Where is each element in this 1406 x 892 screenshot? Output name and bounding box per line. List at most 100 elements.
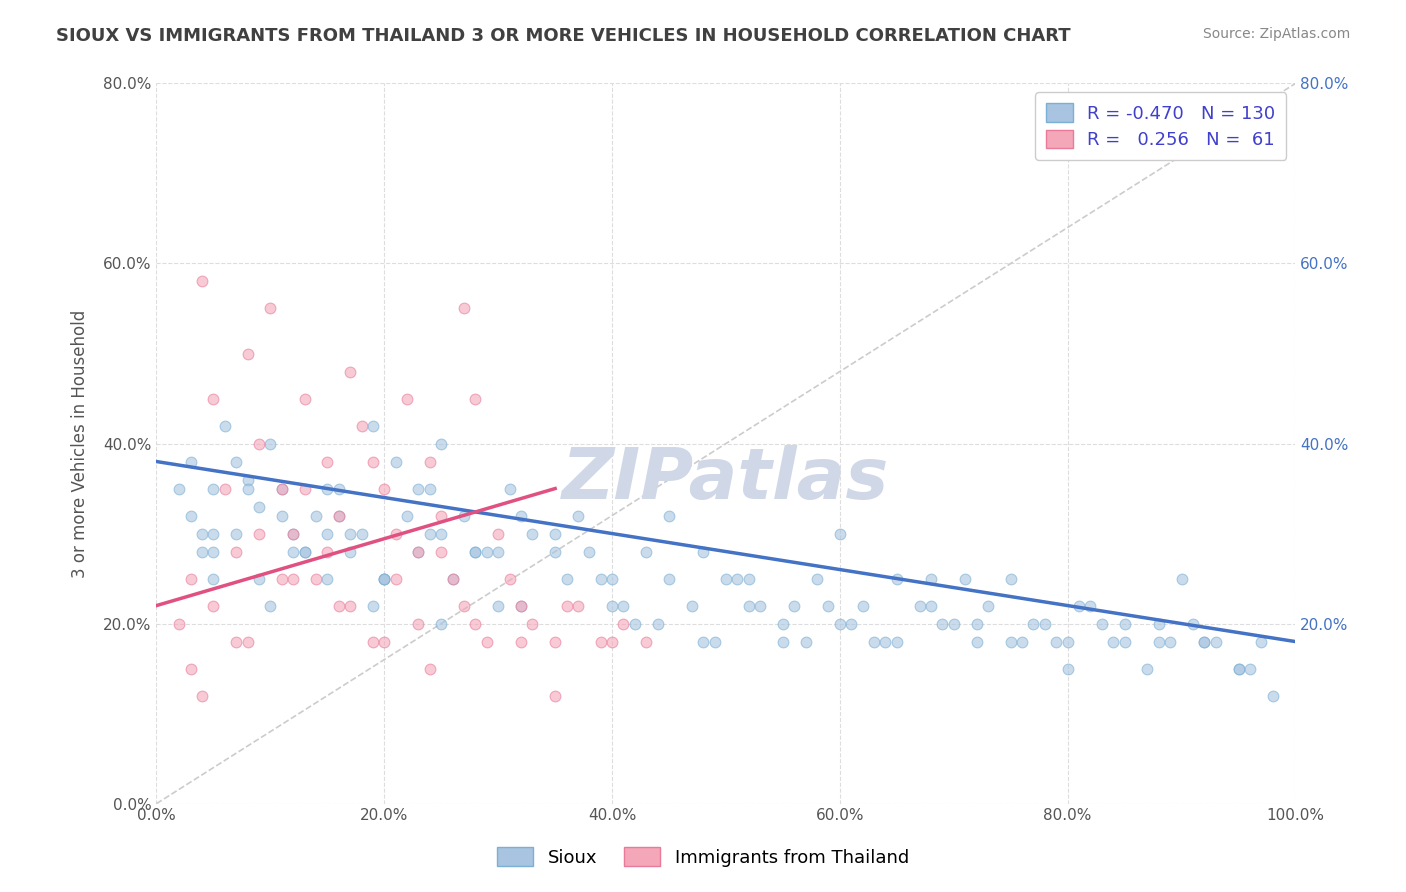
Sioux — [817, 599, 839, 613]
Sioux — [1181, 616, 1204, 631]
Sioux — [1147, 634, 1170, 648]
Sioux — [396, 508, 419, 523]
Immigrants from Thailand — [180, 662, 202, 676]
Sioux — [373, 572, 395, 586]
Sioux — [247, 500, 270, 514]
Sioux — [373, 572, 395, 586]
Sioux — [202, 526, 225, 541]
Immigrants from Thailand — [339, 364, 361, 378]
Sioux — [738, 599, 761, 613]
Immigrants from Thailand — [283, 572, 305, 586]
Sioux — [1080, 599, 1102, 613]
Immigrants from Thailand — [294, 482, 316, 496]
Sioux — [1227, 662, 1250, 676]
Sioux — [169, 482, 191, 496]
Immigrants from Thailand — [225, 544, 247, 558]
Sioux — [328, 482, 350, 496]
Sioux — [839, 616, 862, 631]
Immigrants from Thailand — [430, 544, 453, 558]
Immigrants from Thailand — [350, 418, 373, 433]
Sioux — [544, 544, 567, 558]
Sioux — [202, 572, 225, 586]
Sioux — [578, 544, 600, 558]
Sioux — [408, 482, 430, 496]
Sioux — [1205, 634, 1227, 648]
Sioux — [1091, 616, 1114, 631]
Sioux — [714, 572, 737, 586]
Immigrants from Thailand — [600, 634, 623, 648]
Sioux — [294, 544, 316, 558]
Sioux — [283, 544, 305, 558]
Sioux — [544, 526, 567, 541]
Immigrants from Thailand — [636, 634, 658, 648]
Sioux — [510, 599, 533, 613]
Immigrants from Thailand — [408, 616, 430, 631]
Y-axis label: 3 or more Vehicles in Household: 3 or more Vehicles in Household — [72, 310, 89, 578]
Sioux — [1239, 662, 1261, 676]
Sioux — [1227, 662, 1250, 676]
Immigrants from Thailand — [396, 392, 419, 406]
Immigrants from Thailand — [612, 616, 634, 631]
Sioux — [1170, 572, 1192, 586]
Immigrants from Thailand — [522, 616, 544, 631]
Immigrants from Thailand — [202, 599, 225, 613]
Immigrants from Thailand — [169, 616, 191, 631]
Sioux — [1056, 634, 1078, 648]
Immigrants from Thailand — [464, 392, 486, 406]
Sioux — [373, 572, 395, 586]
Sioux — [772, 634, 794, 648]
Sioux — [225, 454, 247, 468]
Sioux — [180, 454, 202, 468]
Sioux — [498, 482, 520, 496]
Immigrants from Thailand — [225, 634, 247, 648]
Immigrants from Thailand — [270, 572, 292, 586]
Immigrants from Thailand — [259, 301, 281, 316]
Sioux — [681, 599, 703, 613]
Sioux — [977, 599, 1000, 613]
Immigrants from Thailand — [555, 599, 578, 613]
Sioux — [886, 634, 908, 648]
Immigrants from Thailand — [498, 572, 520, 586]
Immigrants from Thailand — [247, 436, 270, 450]
Sioux — [294, 544, 316, 558]
Sioux — [749, 599, 772, 613]
Sioux — [692, 544, 714, 558]
Immigrants from Thailand — [294, 392, 316, 406]
Text: SIOUX VS IMMIGRANTS FROM THAILAND 3 OR MORE VEHICLES IN HOUSEHOLD CORRELATION CH: SIOUX VS IMMIGRANTS FROM THAILAND 3 OR M… — [56, 27, 1071, 45]
Immigrants from Thailand — [589, 634, 612, 648]
Immigrants from Thailand — [419, 662, 441, 676]
Sioux — [486, 599, 509, 613]
Sioux — [953, 572, 976, 586]
Sioux — [636, 544, 658, 558]
Sioux — [658, 572, 681, 586]
Sioux — [486, 544, 509, 558]
Sioux — [624, 616, 647, 631]
Sioux — [886, 572, 908, 586]
Sioux — [612, 599, 634, 613]
Sioux — [408, 544, 430, 558]
Sioux — [283, 526, 305, 541]
Sioux — [600, 599, 623, 613]
Sioux — [1067, 599, 1090, 613]
Sioux — [942, 616, 965, 631]
Text: Source: ZipAtlas.com: Source: ZipAtlas.com — [1202, 27, 1350, 41]
Immigrants from Thailand — [316, 544, 339, 558]
Sioux — [567, 508, 589, 523]
Sioux — [1011, 634, 1033, 648]
Sioux — [328, 508, 350, 523]
Sioux — [202, 544, 225, 558]
Sioux — [1147, 616, 1170, 631]
Sioux — [920, 599, 942, 613]
Sioux — [1000, 634, 1022, 648]
Immigrants from Thailand — [328, 599, 350, 613]
Immigrants from Thailand — [475, 634, 498, 648]
Sioux — [191, 526, 214, 541]
Immigrants from Thailand — [464, 616, 486, 631]
Sioux — [806, 572, 828, 586]
Sioux — [191, 544, 214, 558]
Sioux — [658, 508, 681, 523]
Immigrants from Thailand — [305, 572, 328, 586]
Sioux — [305, 508, 328, 523]
Sioux — [475, 544, 498, 558]
Sioux — [863, 634, 886, 648]
